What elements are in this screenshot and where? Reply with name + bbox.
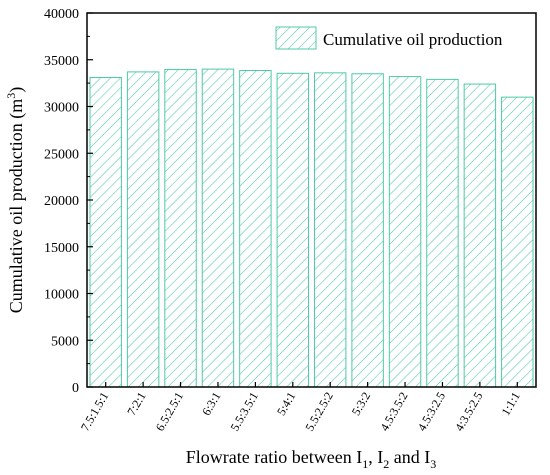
y-tick-label: 20000 [44, 194, 79, 209]
legend-swatch [275, 26, 317, 50]
x-tick-label: 5:4:1 [274, 390, 298, 418]
legend-label: Cumulative oil production [323, 30, 503, 49]
x-tick-label: 7.5:1.5:1 [78, 390, 111, 434]
x-tick-label: 4:3.5:2.5 [452, 390, 485, 434]
x-axis-title-main: Flowrate ratio between I [186, 447, 362, 467]
bar [239, 70, 272, 388]
y-tick-label: 15000 [44, 241, 79, 256]
x-tick-label: 7:2:1 [124, 390, 148, 418]
x-tick-label: 6:3:1 [199, 390, 223, 418]
x-axis-title-sub-3: 3 [430, 457, 436, 471]
x-tick-label: 1:1:1 [498, 390, 522, 418]
x-axis-title: Flowrate ratio between I1, I2 and I3 [186, 447, 436, 471]
y-tick-label: 35000 [44, 54, 79, 69]
x-tick-label: 4.5:3:2.5 [415, 390, 448, 434]
x-axis-ticks: 7.5:1.5:1 7:2:1 6.5:2.5:1 6:3:1 5.5:3.5:1 5:4… [78, 382, 523, 433]
y-axis-ticks: 0 5000 10000 15000 20000 25000 30000 35000 40000 [44, 7, 93, 396]
y-axis-title: Cumulative oil production (m3) [4, 87, 27, 313]
x-tick-label: 5:3:2 [349, 390, 373, 418]
bar [201, 68, 235, 388]
y-tick-label: 0 [72, 381, 79, 396]
bar [164, 69, 197, 388]
legend: Cumulative oil production [275, 26, 503, 50]
bar [388, 76, 422, 388]
bar [276, 72, 310, 388]
bar [501, 96, 534, 388]
bar [463, 83, 497, 388]
bars-group [89, 68, 534, 388]
y-tick-label: 40000 [44, 7, 79, 22]
x-axis-title-sep-2: and I [389, 447, 430, 467]
x-axis-title-sub-1: 1 [362, 457, 368, 471]
y-axis-title-close: ) [6, 87, 27, 93]
x-tick-label: 5.5:2.5:2 [302, 390, 335, 434]
y-tick-label: 30000 [44, 101, 79, 116]
y-tick-label: 10000 [44, 288, 79, 303]
x-axis-title-sep-1: , I [368, 447, 383, 467]
y-axis-title-main: Cumulative oil production (m [6, 99, 27, 313]
y-tick-label: 5000 [51, 334, 79, 349]
x-tick-label: 6.5:2.5:1 [153, 390, 186, 434]
bar [126, 71, 160, 388]
x-axis-title-sub-2: 2 [383, 457, 389, 471]
x-tick-label: 5.5:3.5:1 [228, 390, 261, 434]
bar [351, 73, 384, 388]
bar [426, 78, 459, 388]
x-tick-label: 4.5:3.5:2 [377, 390, 410, 434]
y-tick-label: 25000 [44, 147, 79, 162]
bar [89, 77, 122, 388]
bar [313, 72, 347, 388]
y-axis-title-unit-superscript: 3 [4, 93, 18, 99]
